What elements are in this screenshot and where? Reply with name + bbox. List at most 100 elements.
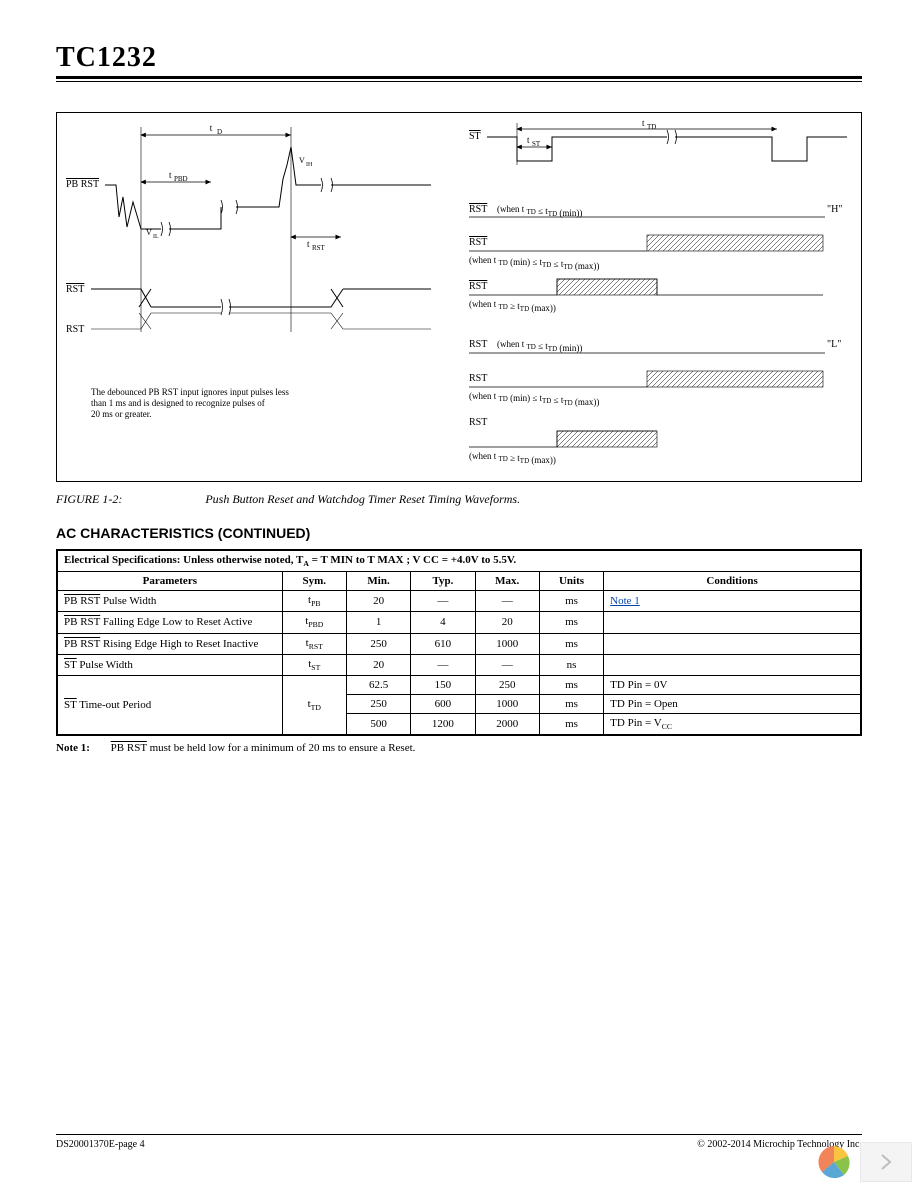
diagram-left: t D tPBD PB RST VIL VIH tRST RST RST: [61, 117, 441, 477]
svg-text:TD: TD: [647, 123, 656, 131]
svg-text:D: D: [217, 128, 222, 136]
cell-conditions: [604, 612, 861, 633]
col-sym: Sym.: [282, 572, 346, 591]
table-row: PB RST Pulse WidthtPB20——msNote 1: [57, 591, 861, 612]
cell-max: 250: [475, 675, 539, 694]
cell-max: —: [475, 591, 539, 612]
cell-min: 250: [346, 633, 410, 654]
col-parameters: Parameters: [57, 572, 282, 591]
figure-label: FIGURE 1-2:: [56, 492, 122, 506]
cell-typ: —: [411, 591, 475, 612]
cell-sym: tTD: [282, 675, 346, 735]
cell-units: ns: [539, 654, 603, 675]
spec-prefix: Electrical Specifications:: [64, 554, 180, 566]
cell-typ: —: [411, 654, 475, 675]
page-footer: DS20001370E-page 4 © 2002-2014 Microchip…: [56, 1134, 862, 1150]
chevron-right-icon: [880, 1153, 892, 1171]
svg-text:PB RST: PB RST: [66, 179, 99, 190]
cell-min: 500: [346, 713, 410, 735]
cell-min: 20: [346, 591, 410, 612]
cell-units: ms: [539, 591, 603, 612]
note-text: PB RST must be held low for a minimum of…: [111, 742, 416, 754]
svg-text:(when t TD (min) ≤ tTD ≤ tTD: (when t TD (min) ≤ tTD ≤ tTD (max)): [469, 391, 599, 407]
cell-conditions: TD Pin = Open: [604, 694, 861, 713]
cell-units: ms: [539, 713, 603, 735]
column-header-row: Parameters Sym. Min. Typ. Max. Units Con…: [57, 572, 861, 591]
cell-min: 62.5: [346, 675, 410, 694]
note-line-2: than 1 ms and is designed to recognize p…: [91, 398, 441, 409]
cell-sym: tRST: [282, 633, 346, 654]
cell-max: 1000: [475, 633, 539, 654]
cell-typ: 150: [411, 675, 475, 694]
cell-max: 20: [475, 612, 539, 633]
logo-thumb: [814, 1142, 854, 1182]
svg-text:(when t TD ≥ tTD (max)): (when t TD ≥ tTD (max)): [469, 299, 556, 313]
svg-text:RST: RST: [66, 324, 84, 335]
svg-text:ST: ST: [469, 131, 481, 142]
diagram-right-svg: ST tTD tST RST (when t TD ≤ tTD (min)) "…: [467, 117, 857, 477]
cell-conditions: [604, 654, 861, 675]
figure-caption: FIGURE 1-2: Push Button Reset and Watchd…: [56, 492, 862, 507]
cell-param: PB RST Pulse Width: [57, 591, 282, 612]
svg-text:t: t: [642, 118, 645, 128]
cell-typ: 600: [411, 694, 475, 713]
col-conditions: Conditions: [604, 572, 861, 591]
svg-text:RST: RST: [469, 204, 487, 215]
diagram-left-note: The debounced PB RST input ignores input…: [91, 387, 441, 419]
svg-text:RST: RST: [469, 417, 487, 428]
note-label: Note 1:: [56, 742, 90, 754]
figure-caption-text: Push Button Reset and Watchdog Timer Res…: [205, 492, 520, 506]
svg-text:V: V: [146, 228, 152, 237]
cell-min: 1: [346, 612, 410, 633]
cell-sym: tPB: [282, 591, 346, 612]
diagram-left-svg: t D tPBD PB RST VIL VIH tRST RST RST: [61, 117, 441, 377]
svg-text:RST: RST: [469, 373, 487, 384]
note-line-1: The debounced PB RST input ignores input…: [91, 387, 441, 398]
svg-text:(when t TD (min) ≤ tTD ≤ tTD: (when t TD (min) ≤ tTD ≤ tTD (max)): [469, 255, 599, 271]
cell-typ: 1200: [411, 713, 475, 735]
svg-text:IL: IL: [153, 234, 159, 240]
timing-diagram-box: t D tPBD PB RST VIL VIH tRST RST RST: [56, 112, 862, 482]
part-number: TC1232: [56, 42, 862, 74]
footer-left: DS20001370E-page 4: [56, 1139, 145, 1150]
note-1-link[interactable]: Note 1: [610, 595, 640, 607]
svg-text:(when t TD ≤ tTD (min)): (when t TD ≤ tTD (min)): [497, 204, 582, 218]
diagram-right: ST tTD tST RST (when t TD ≤ tTD (min)) "…: [467, 117, 857, 477]
svg-text:t: t: [527, 135, 530, 145]
cell-max: —: [475, 654, 539, 675]
note-1: Note 1: PB RST must be held low for a mi…: [56, 742, 862, 754]
header-rule: [56, 76, 862, 82]
spec-header-row: Electrical Specifications: Unless otherw…: [57, 550, 861, 572]
svg-text:PBD: PBD: [174, 175, 188, 183]
cell-max: 1000: [475, 694, 539, 713]
cell-conditions: [604, 633, 861, 654]
svg-text:"L": "L": [827, 339, 841, 350]
cell-param: ST Pulse Width: [57, 654, 282, 675]
cell-typ: 4: [411, 612, 475, 633]
cell-conditions: TD Pin = VCC: [604, 713, 861, 735]
svg-text:IH: IH: [306, 162, 313, 168]
next-page-button[interactable]: [860, 1142, 912, 1182]
cell-sym: tPBD: [282, 612, 346, 633]
svg-text:RST: RST: [469, 281, 487, 292]
section-title: AC CHARACTERISTICS (CONTINUED): [56, 525, 862, 541]
svg-text:ST: ST: [532, 140, 541, 148]
cell-max: 2000: [475, 713, 539, 735]
table-row: PB RST Falling Edge Low to Reset Activet…: [57, 612, 861, 633]
col-typ: Typ.: [411, 572, 475, 591]
cell-sym: tST: [282, 654, 346, 675]
note-line-3: 20 ms or greater.: [91, 409, 441, 420]
cell-min: 20: [346, 654, 410, 675]
col-max: Max.: [475, 572, 539, 591]
cell-units: ms: [539, 675, 603, 694]
cell-typ: 610: [411, 633, 475, 654]
cell-units: ms: [539, 612, 603, 633]
table-row: PB RST Rising Edge High to Reset Inactiv…: [57, 633, 861, 654]
svg-text:RST: RST: [469, 237, 487, 248]
svg-text:RST: RST: [469, 339, 487, 350]
spec-suffix: = T MIN to T MAX ; V CC = +4.0V to 5.5V.: [309, 554, 516, 566]
cell-param: PB RST Rising Edge High to Reset Inactiv…: [57, 633, 282, 654]
cell-param: ST Time-out Period: [57, 675, 282, 735]
cell-units: ms: [539, 633, 603, 654]
svg-text:RST: RST: [66, 284, 84, 295]
